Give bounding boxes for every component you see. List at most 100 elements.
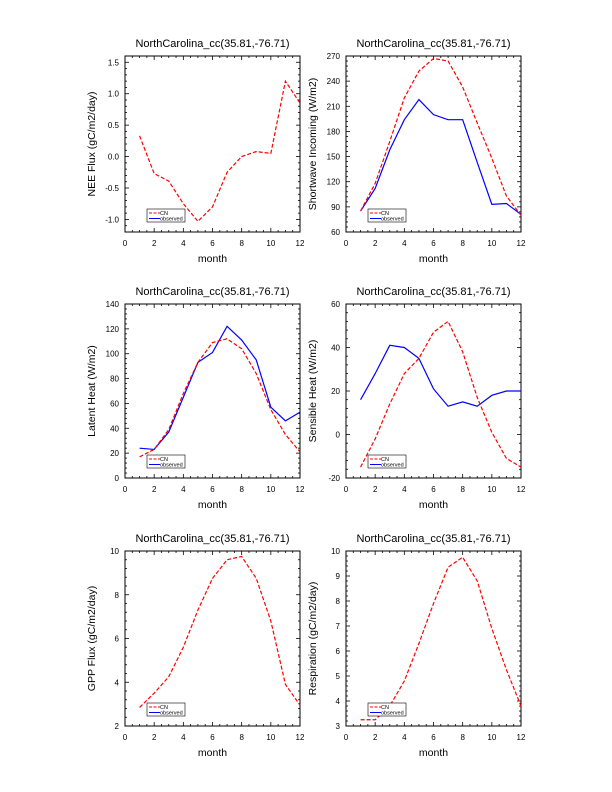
x-tick-label: 6 — [431, 733, 436, 742]
x-tick-label: 8 — [460, 485, 465, 494]
y-tick-label: 80 — [110, 375, 119, 384]
x-axis-label: month — [198, 747, 227, 759]
series-line-cn — [360, 556, 522, 721]
x-tick-label: 4 — [402, 239, 407, 248]
x-tick-label: 6 — [210, 239, 215, 248]
x-tick-label: 12 — [296, 733, 305, 742]
chart-panel: NorthCarolina_cc(35.81,-76.71) 0 2 4 6 8 10 12 -… — [307, 286, 526, 511]
x-tick-label: 10 — [487, 485, 496, 494]
legend-label: CN — [160, 457, 168, 463]
chart-panel: NorthCarolina_cc(35.81,-76.71) 0 2 4 6 8 10 12 -… — [86, 38, 305, 265]
y-tick-label: 60 — [110, 399, 119, 408]
series-line-cn — [139, 338, 301, 458]
y-tick-label: 10 — [331, 547, 340, 556]
x-axis-label: month — [198, 499, 227, 511]
y-tick-label: 40 — [331, 344, 340, 353]
chart-panel: NorthCarolina_cc(35.81,-76.71)0 2 4 6 8 10 120… — [86, 286, 305, 511]
y-tick-label: 8 — [336, 597, 341, 606]
y-tick-label: 60 — [331, 300, 340, 309]
x-tick-label: 12 — [296, 239, 305, 248]
plot-frame — [124, 303, 301, 479]
legend-label: observed — [160, 217, 183, 223]
x-tick-label: 4 — [181, 485, 186, 494]
y-tick-label: 20 — [331, 387, 340, 396]
x-tick-label: 10 — [487, 733, 496, 742]
y-tick-label: 1.0 — [108, 90, 120, 99]
x-tick-label: 0 — [344, 485, 349, 494]
y-tick-label: -1.0 — [105, 215, 119, 224]
x-tick-label: 10 — [266, 733, 275, 742]
y-tick-label: 0 — [336, 431, 341, 440]
series-line-cn — [360, 320, 522, 468]
series-line-observed — [360, 344, 521, 407]
x-tick-label: 10 — [487, 239, 496, 248]
y-tick-label: 5 — [336, 672, 341, 681]
series-line-observed — [360, 98, 522, 215]
legend-label: CN — [381, 705, 389, 711]
x-tick-label: 10 — [266, 485, 275, 494]
x-tick-label: 0 — [344, 239, 349, 248]
legend-label: CN — [381, 457, 389, 463]
y-tick-label: 4 — [115, 678, 120, 687]
y-axis-label: Sensible Heat (W/m2) — [307, 340, 319, 443]
y-tick-label: -20 — [328, 474, 340, 483]
x-tick-label: 8 — [239, 485, 244, 494]
y-axis-label: GPP Flux (gC/m2/day) — [86, 586, 98, 691]
y-tick-label: 120 — [106, 325, 120, 334]
x-tick-label: 4 — [181, 733, 186, 742]
y-tick-label: 60 — [331, 228, 340, 237]
series-line-observed — [139, 325, 301, 451]
x-tick-label: 6 — [431, 239, 436, 248]
y-axis-label: Respiration (gC/m2/day) — [307, 582, 319, 696]
x-tick-label: 4 — [181, 239, 186, 248]
y-tick-label: 2 — [115, 722, 120, 731]
y-tick-label: 1.5 — [108, 58, 120, 67]
x-axis-label: month — [419, 253, 448, 265]
y-tick-label: 9 — [336, 572, 341, 581]
legend-label: CN — [160, 705, 168, 711]
x-tick-label: 0 — [123, 733, 128, 742]
chart-panel: NorthCarolina_cc(35.81,-76.71)0 2 4 6 8 10 122… — [86, 533, 305, 759]
x-axis-label: month — [198, 253, 227, 265]
y-axis-label: Shortwave Incoming (W/m2) — [307, 78, 319, 210]
chart-panel: NorthCarolina_cc(35.81,-76.71) 0 2 4 6 8 10 12 6… — [307, 38, 526, 265]
legend-label: observed — [160, 711, 183, 717]
y-tick-label: 270 — [327, 52, 341, 61]
y-axis-label: Latent Heat (W/m2) — [86, 345, 98, 437]
legend-label: observed — [381, 711, 404, 717]
y-tick-label: 8 — [115, 591, 120, 600]
x-tick-label: 0 — [123, 485, 128, 494]
x-tick-label: 4 — [402, 485, 407, 494]
y-tick-label: 120 — [327, 178, 341, 187]
legend-label: CN — [160, 211, 168, 217]
y-tick-label: 180 — [327, 127, 341, 136]
series-line-cn — [139, 79, 301, 223]
plot-frame — [124, 550, 301, 727]
x-tick-label: 12 — [517, 239, 526, 248]
x-tick-label: 2 — [152, 485, 157, 494]
x-tick-label: 2 — [152, 733, 157, 742]
y-tick-label: 4 — [336, 697, 341, 706]
y-tick-label: 0 — [115, 474, 120, 483]
y-tick-label: 100 — [106, 350, 120, 359]
chart-title: NorthCarolina_cc(35.81,-76.71) — [135, 533, 289, 545]
legend-label: CN — [381, 211, 389, 217]
y-tick-label: -0.5 — [105, 184, 119, 193]
x-tick-label: 12 — [517, 733, 526, 742]
y-tick-label: 40 — [110, 424, 119, 433]
plot-frame — [345, 303, 522, 479]
legend-label: observed — [160, 463, 183, 469]
x-tick-label: 12 — [296, 485, 305, 494]
y-axis-label: NEE Flux (gC/m2/day) — [86, 91, 98, 196]
x-tick-label: 2 — [373, 733, 378, 742]
x-tick-label: 8 — [239, 239, 244, 248]
y-tick-label: 10 — [110, 547, 119, 556]
x-tick-label: 2 — [152, 239, 157, 248]
plot-frame — [345, 55, 522, 233]
x-tick-label: 6 — [210, 733, 215, 742]
